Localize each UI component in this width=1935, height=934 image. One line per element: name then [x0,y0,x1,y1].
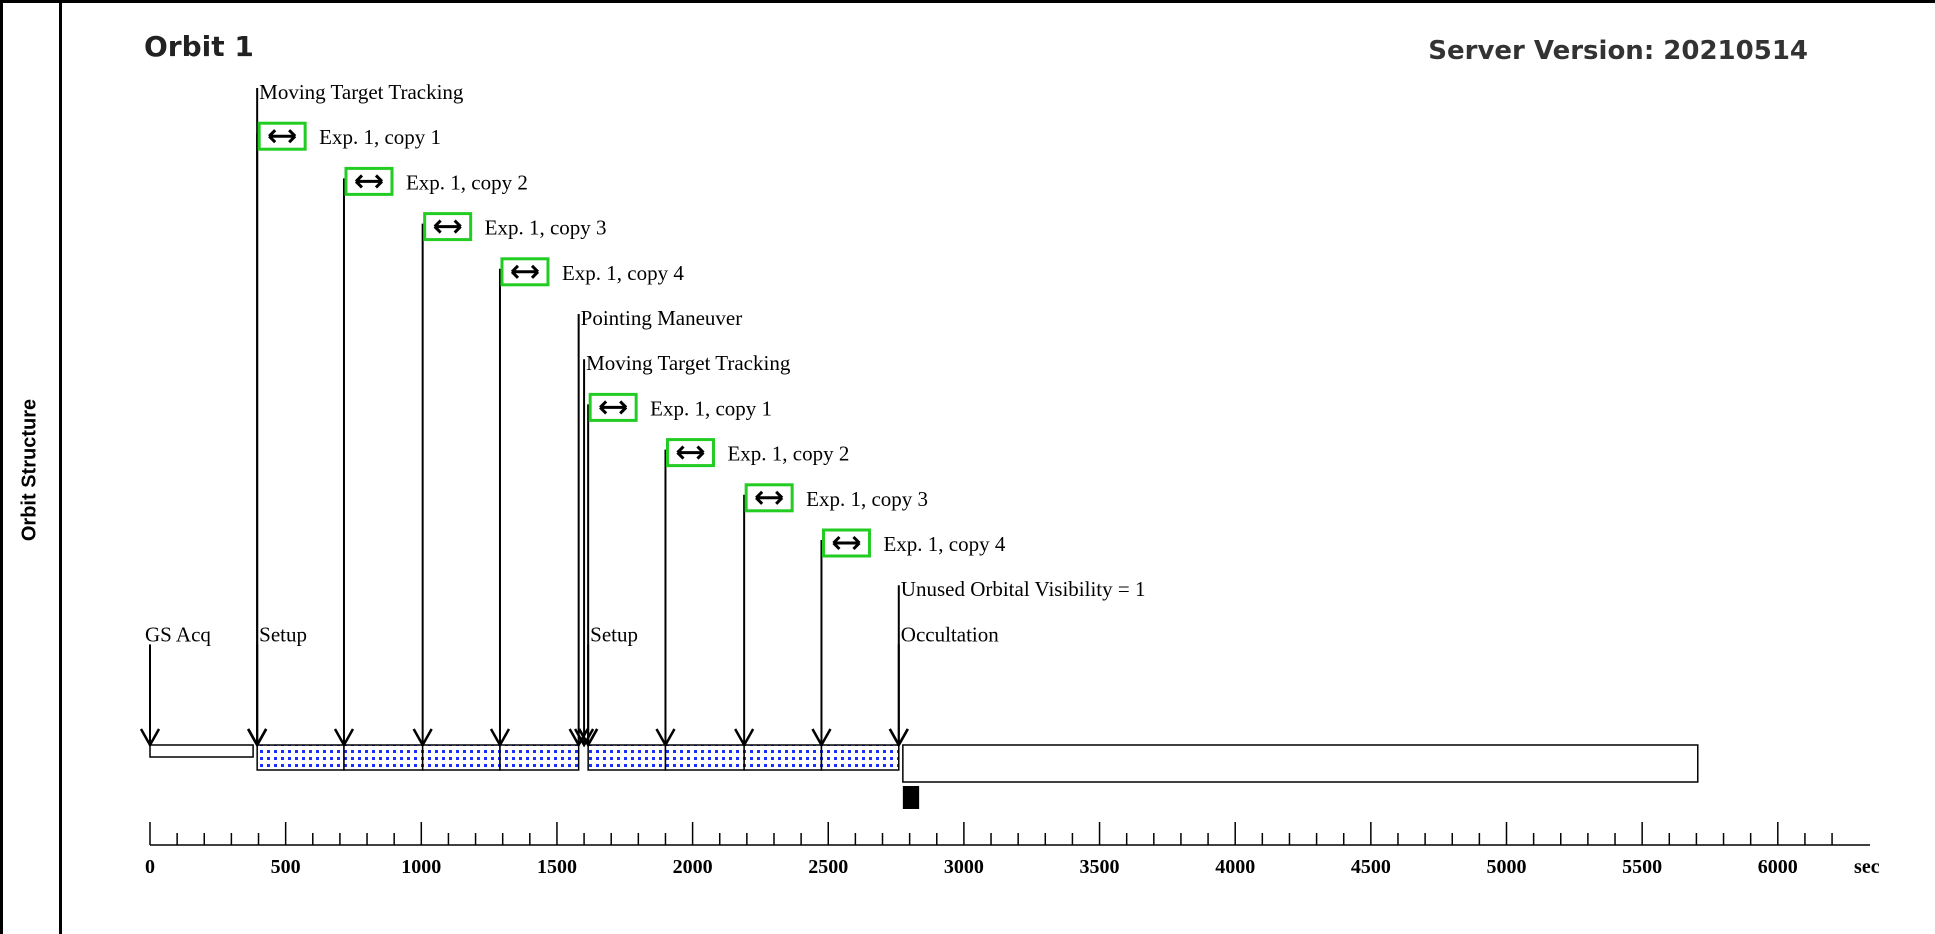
event-label: Occultation [901,622,999,646]
down-arrow-icon [811,728,832,748]
orbit-title: Orbit 1 [144,30,254,63]
double-arrow-icon [433,219,462,234]
event-marker: GS Acq [139,622,211,748]
down-arrow-icon [247,728,268,748]
segment-exp-2-copy-3 [820,744,900,771]
tick-label: 1500 [537,856,577,878]
event-label: Moving Target Tracking [259,80,464,104]
event-marker: Moving Target Tracking [573,351,791,748]
exposure-icon [588,392,638,422]
occultation-marker [902,786,920,809]
down-arrow-icon [655,728,676,748]
double-arrow-icon [599,400,628,415]
event-marker: Exp. 1, copy 2 [333,166,528,748]
tick-label: 5000 [1487,856,1527,878]
double-arrow-icon [354,174,384,189]
event-label: Exp. 1, copy 3 [806,487,928,511]
event-marker: Exp. 1, copy 3 [734,483,928,748]
double-arrow-icon [676,445,705,460]
down-arrow-icon [578,728,599,748]
segment-exp-2-copy-1 [664,744,745,771]
timeline-segments [149,744,1699,809]
event-marker: Exp. 1, copy 4 [811,528,1006,748]
event-marker: Setup [247,622,307,748]
event-marker: Exp. 1, copy 3 [412,212,607,748]
segment-exp-1-copy-1 [343,744,424,771]
event-label: Exp. 1, copy 1 [319,125,441,149]
tick-label: 5500 [1622,856,1662,878]
tick-label: 2000 [673,856,713,878]
double-arrow-icon [755,490,784,505]
tick-label: 1000 [401,856,441,878]
event-label: Exp. 1, copy 2 [406,170,528,194]
tick-label: 4500 [1351,856,1391,878]
segment-gs-acq [149,744,254,758]
event-marker: Pointing Maneuver [568,306,743,748]
event-label: Moving Target Tracking [586,351,791,375]
event-label: Exp. 1, copy 2 [727,442,849,466]
down-arrow-icon [573,728,595,748]
exposure-icon [665,438,715,468]
tick-label: 3500 [1080,856,1120,878]
side-divider [59,0,62,934]
event-marker: Exp. 1, copy 1 [247,121,441,748]
event-marker: Occultation [888,622,999,748]
down-arrow-icon [734,728,755,748]
segment-setup-2 [587,744,667,771]
event-marker: Setup [578,622,638,748]
tick-label: 3000 [944,856,984,878]
event-label: Pointing Maneuver [581,306,743,330]
event-label: Setup [590,622,638,646]
axis-unit-label: sec [1854,856,1880,878]
double-arrow-icon [832,535,861,551]
segment-setup-1 [256,744,345,771]
tick-label: 2500 [808,856,848,878]
event-label: Exp. 1, copy 3 [485,216,607,240]
down-arrow-icon [489,728,511,748]
down-arrow-icon [888,728,909,748]
segment-exp-1-copy-3 [499,744,580,771]
event-label: Exp. 1, copy 4 [562,261,684,285]
event-marker: Exp. 1, copy 2 [655,438,849,748]
event-label: GS Acq [145,622,211,646]
double-arrow-icon [268,129,297,144]
event-marker: Unused Orbital Visibility = 1 [888,577,1146,748]
event-label: Unused Orbital Visibility = 1 [901,577,1146,601]
server-version: Server Version: 20210514 [1428,36,1808,66]
double-arrow-icon [510,264,540,279]
time-axis: 0 500 1000 1500 2000 2500 3000 3500 4000 4500 5000… [145,822,1880,878]
tick-label: 6000 [1758,856,1798,878]
event-label: Exp. 1, copy 4 [883,532,1005,556]
segment-exp-2-copy-2 [743,744,823,771]
down-arrow-icon [333,728,355,748]
down-arrow-icon [412,728,433,748]
occultation-bar [902,744,1699,783]
exposure-icon [744,483,794,513]
event-label: Setup [259,622,307,646]
event-label: Exp. 1, copy 1 [650,396,772,420]
tick-label: 500 [271,856,301,878]
tick-label: 4000 [1215,856,1255,878]
event-marker: Exp. 1, copy 4 [489,257,684,748]
segment-exp-1-copy-2 [421,744,501,771]
down-arrow-icon [139,728,161,748]
timeline-events: GS Acq Moving Target Tracking Exp. 1, copy… [139,80,1146,748]
tick-label: 0 [145,856,155,878]
